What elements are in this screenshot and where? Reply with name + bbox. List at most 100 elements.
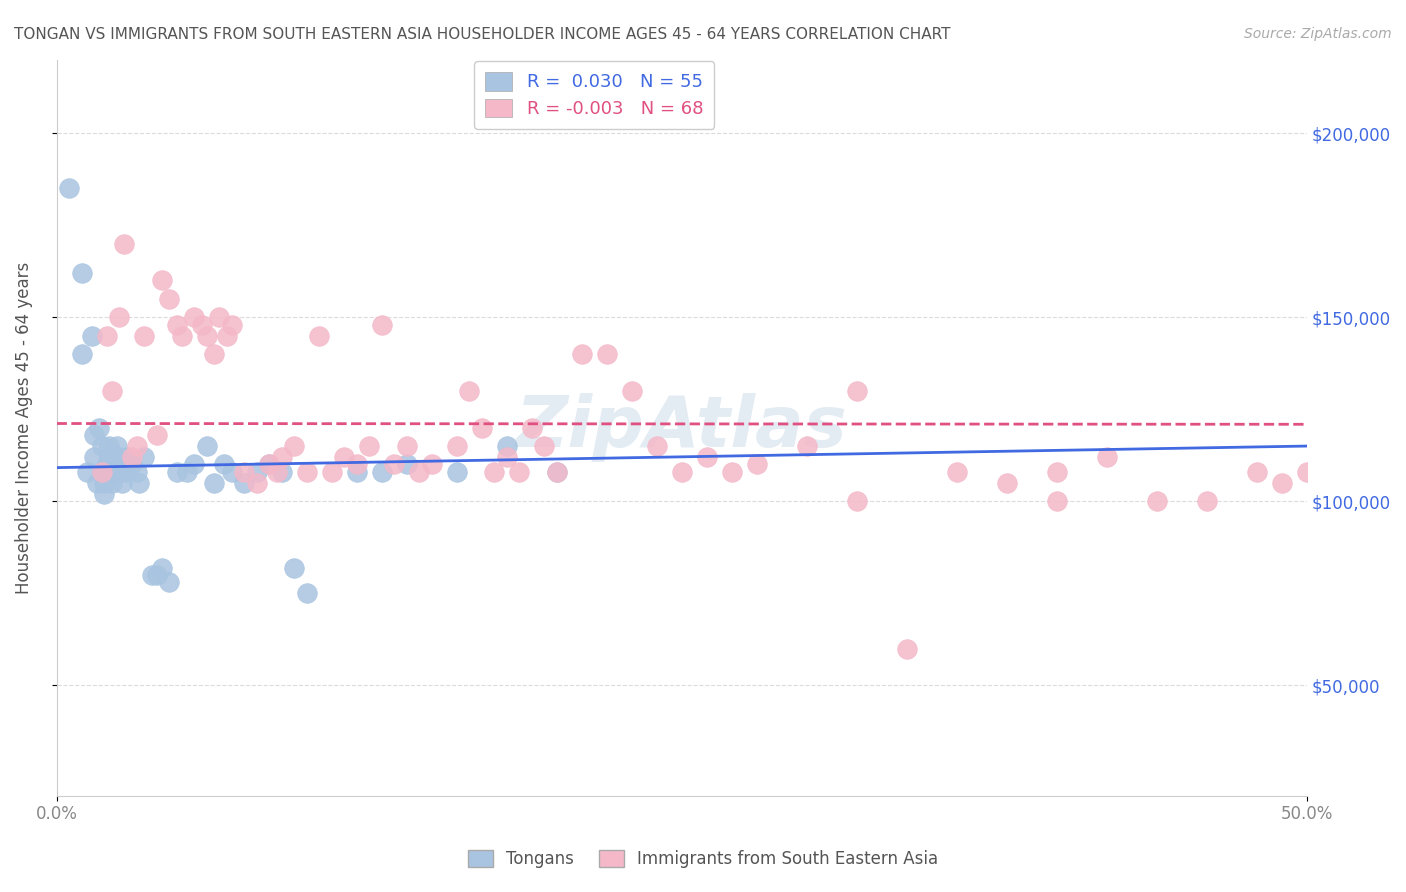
Point [333,450,356,464]
Point [98,439,121,453]
Point [100,465,122,479]
Point [93,475,115,490]
Point [370,318,392,332]
Point [257,458,280,472]
Point [1146,494,1168,508]
Point [195,328,218,343]
Point [96,465,118,479]
Point [321,465,343,479]
Point [170,328,193,343]
Text: TONGAN VS IMMIGRANTS FROM SOUTH EASTERN ASIA HOUSEHOLDER INCOME AGES 45 - 64 YEA: TONGAN VS IMMIGRANTS FROM SOUTH EASTERN … [14,27,950,42]
Point [1046,494,1069,508]
Point [620,384,643,398]
Point [745,458,768,472]
Point [96,458,118,472]
Point [105,439,128,453]
Point [58,181,80,195]
Point [1195,494,1218,508]
Point [571,347,593,361]
Point [141,568,163,582]
Point [671,465,693,479]
Point [183,310,205,325]
Point [108,465,131,479]
Point [295,465,318,479]
Point [484,465,506,479]
Point [796,439,818,453]
Point [1046,465,1069,479]
Point [134,328,156,343]
Point [150,273,173,287]
Point [108,450,131,464]
Point [100,475,122,490]
Point [1296,465,1319,479]
Point [995,475,1018,490]
Point [145,428,167,442]
Point [233,475,256,490]
Point [270,465,292,479]
Point [382,458,405,472]
Point [721,465,744,479]
Point [112,458,135,472]
Point [202,347,225,361]
Point [86,475,108,490]
Point [125,465,148,479]
Point [696,450,718,464]
Point [128,475,150,490]
Point [134,450,156,464]
Point [115,450,138,464]
Point [83,450,105,464]
Point [395,439,418,453]
Point [89,420,111,434]
Text: ZipAtlas: ZipAtlas [516,393,848,462]
Point [125,439,148,453]
Point [246,465,269,479]
Point [183,458,205,472]
Point [495,450,517,464]
Point [458,384,481,398]
Point [408,465,430,479]
Point [176,465,198,479]
Point [103,465,125,479]
Point [1246,465,1268,479]
Point [190,318,212,332]
Point [266,465,288,479]
Point [80,328,103,343]
Point [202,475,225,490]
Point [111,475,134,490]
Point [70,266,93,280]
Y-axis label: Householder Income Ages 45 - 64 years: Householder Income Ages 45 - 64 years [15,261,32,594]
Point [100,384,122,398]
Point [845,494,868,508]
Point [145,568,167,582]
Point [533,439,555,453]
Point [157,292,180,306]
Point [546,465,568,479]
Point [359,439,381,453]
Point [446,465,468,479]
Point [150,560,173,574]
Point [395,458,418,472]
Point [83,428,105,442]
Point [270,450,292,464]
Point [121,450,143,464]
Point [166,318,188,332]
Point [520,420,543,434]
Point [112,236,135,251]
Point [96,328,118,343]
Point [90,465,112,479]
Point [103,458,125,472]
Point [233,465,256,479]
Point [420,458,443,472]
Point [845,384,868,398]
Point [208,310,231,325]
Point [346,465,368,479]
Legend: R =  0.030   N = 55, R = -0.003   N = 68: R = 0.030 N = 55, R = -0.003 N = 68 [474,62,714,128]
Point [283,560,305,574]
Point [90,439,112,453]
Point [215,328,238,343]
Point [596,347,619,361]
Point [221,465,243,479]
Point [115,465,138,479]
Point [946,465,969,479]
Point [308,328,330,343]
